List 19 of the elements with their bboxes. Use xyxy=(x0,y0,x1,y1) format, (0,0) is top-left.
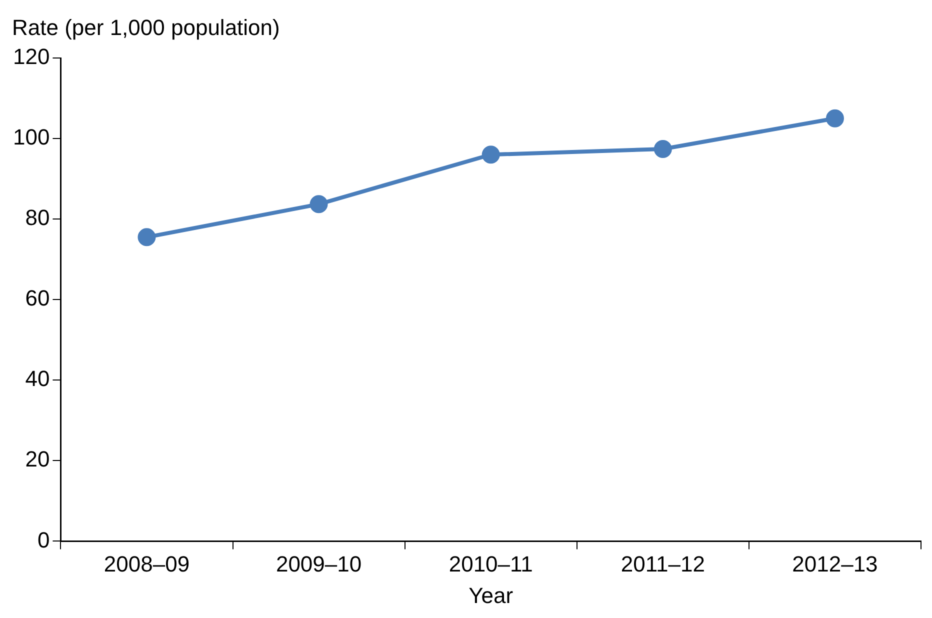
y-tick-label: 80 xyxy=(25,205,50,230)
x-tick-label: 2012–13 xyxy=(792,551,878,576)
point xyxy=(482,146,500,164)
y-tick-label: 100 xyxy=(12,124,50,150)
x-tick-label: 2008–09 xyxy=(104,551,190,576)
x-axis-title: Year xyxy=(468,582,514,608)
y-tick-label: 20 xyxy=(25,446,50,472)
point xyxy=(310,195,328,214)
x-tick-label: 2011–12 xyxy=(620,551,705,576)
y-axis-title: Rate (per 1,000 population) xyxy=(12,15,280,40)
point xyxy=(654,140,672,158)
y-tick-label: 120 xyxy=(12,44,50,70)
y-tick-label: 0 xyxy=(37,527,50,552)
y-tick-label: 60 xyxy=(25,286,50,311)
x-tick-label: 2010–11 xyxy=(448,551,533,576)
x-tick-label: 2009–10 xyxy=(276,551,362,576)
y-tick-label: 40 xyxy=(25,366,50,392)
point xyxy=(826,109,844,128)
point xyxy=(138,228,156,246)
